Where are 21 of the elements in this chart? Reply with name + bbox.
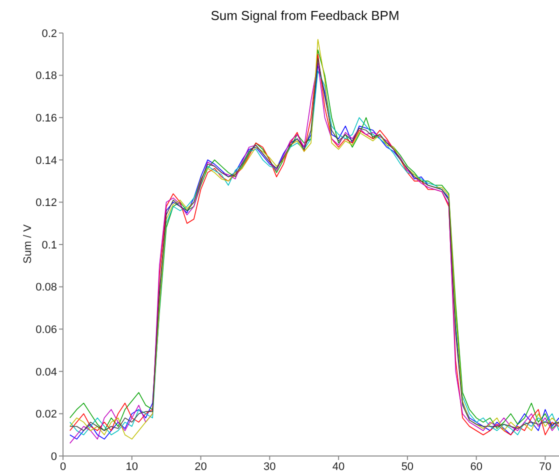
y-tick-label: 0.04	[36, 366, 57, 378]
x-tick-label: 20	[194, 460, 207, 471]
y-tick-label: 0.16	[36, 112, 57, 125]
y-axis-title: Sum / V	[22, 224, 34, 264]
y-tick-label: 0.02	[36, 408, 57, 421]
x-tick-label: 70	[539, 460, 552, 471]
x-tick-label: 50	[401, 460, 414, 471]
x-tick-label: 60	[470, 460, 482, 471]
y-tick-label: 0.08	[36, 282, 57, 294]
y-tick-label: 0.18	[36, 70, 57, 82]
chart-title: Sum Signal from Feedback BPM	[210, 8, 400, 23]
y-tick-label: 0.06	[36, 324, 57, 336]
y-tick-label: 0.2	[42, 28, 57, 40]
y-tick-label: 0.14	[36, 154, 57, 167]
x-tick-label: 30	[264, 460, 276, 471]
y-tick-label: 0.1	[42, 239, 57, 252]
x-tick-label: 40	[332, 460, 345, 471]
x-tick-label: 10	[126, 460, 138, 471]
x-tick-label: 0	[60, 460, 66, 471]
y-tick-label: 0	[50, 450, 57, 463]
y-tick-label: 0.12	[36, 197, 57, 210]
